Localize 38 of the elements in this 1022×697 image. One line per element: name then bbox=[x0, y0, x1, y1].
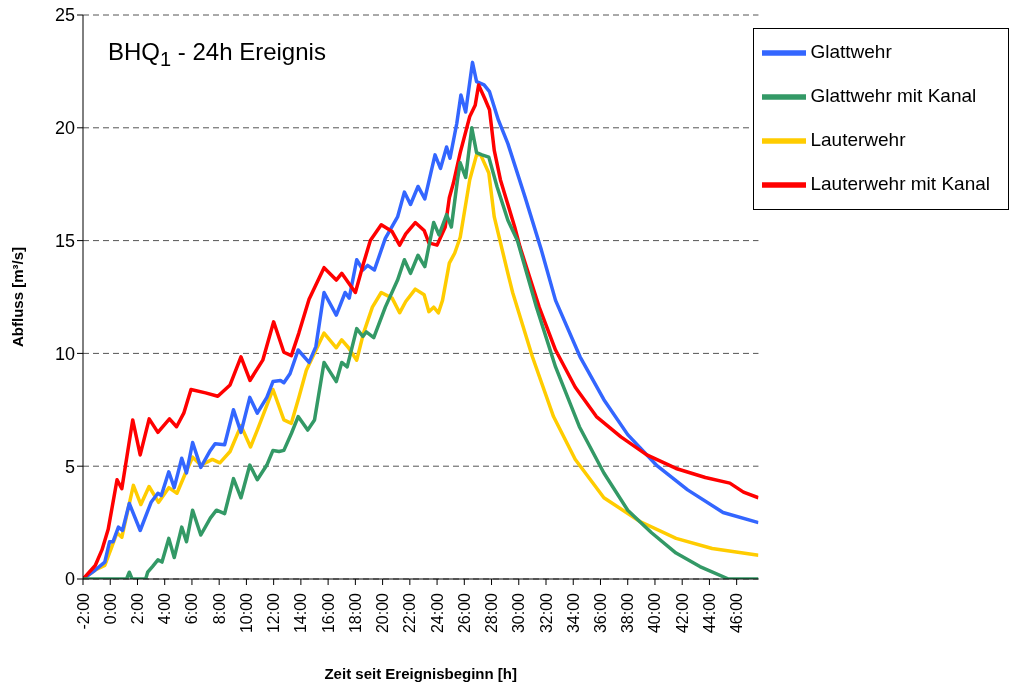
y-tick-label: 10 bbox=[54, 343, 75, 364]
legend-label: Glattwehr bbox=[810, 41, 892, 63]
x-tick-label: 40:00 bbox=[646, 592, 664, 634]
y-tick-label: 0 bbox=[64, 569, 75, 590]
y-axis-title: Abfluss [m³/s] bbox=[9, 246, 27, 348]
x-tick-label: 4:00 bbox=[156, 592, 174, 625]
x-tick-label: 10:00 bbox=[237, 592, 255, 634]
x-tick-label: 34:00 bbox=[564, 592, 582, 634]
x-tick-label: 2:00 bbox=[128, 592, 146, 625]
x-tick-label: 32:00 bbox=[537, 592, 555, 634]
y-tick-label: 5 bbox=[64, 456, 75, 477]
x-tick-label: 20:00 bbox=[374, 592, 392, 634]
x-tick-label: 38:00 bbox=[619, 592, 637, 634]
x-tick-label: 36:00 bbox=[591, 592, 609, 634]
legend-label: Glattwehr mit Kanal bbox=[810, 85, 977, 107]
x-axis-title: Zeit seit Ereignisbeginn [h] bbox=[324, 665, 517, 682]
legend-label: Lauterwehr bbox=[810, 129, 906, 151]
x-tick-label: 12:00 bbox=[265, 592, 283, 634]
x-tick-label: 26:00 bbox=[455, 592, 473, 634]
x-tick-label: 6:00 bbox=[183, 592, 201, 625]
y-tick-label: 20 bbox=[54, 118, 75, 139]
x-tick-label: 42:00 bbox=[673, 592, 691, 634]
x-tick-label: 44:00 bbox=[700, 592, 718, 634]
x-tick-label: 0:00 bbox=[101, 592, 119, 625]
x-tick-label: 22:00 bbox=[401, 592, 419, 634]
y-tick-label: 15 bbox=[54, 230, 75, 251]
x-tick-label: 14:00 bbox=[292, 592, 310, 634]
x-tick-label: 24:00 bbox=[428, 592, 446, 634]
legend-label: Lauterwehr mit Kanal bbox=[810, 173, 990, 195]
x-tick-label: 28:00 bbox=[483, 592, 501, 634]
x-tick-label: 18:00 bbox=[346, 592, 364, 634]
x-tick-label: 46:00 bbox=[728, 592, 746, 634]
x-tick-label: -2:00 bbox=[74, 592, 92, 630]
text: BHQ$_{1}$ - 24h Ereignis bbox=[108, 38, 326, 71]
x-tick-label: 30:00 bbox=[510, 592, 528, 634]
x-tick-label: 16:00 bbox=[319, 592, 337, 634]
x-tick-label: 8:00 bbox=[210, 592, 228, 625]
y-tick-label: 25 bbox=[54, 5, 75, 26]
